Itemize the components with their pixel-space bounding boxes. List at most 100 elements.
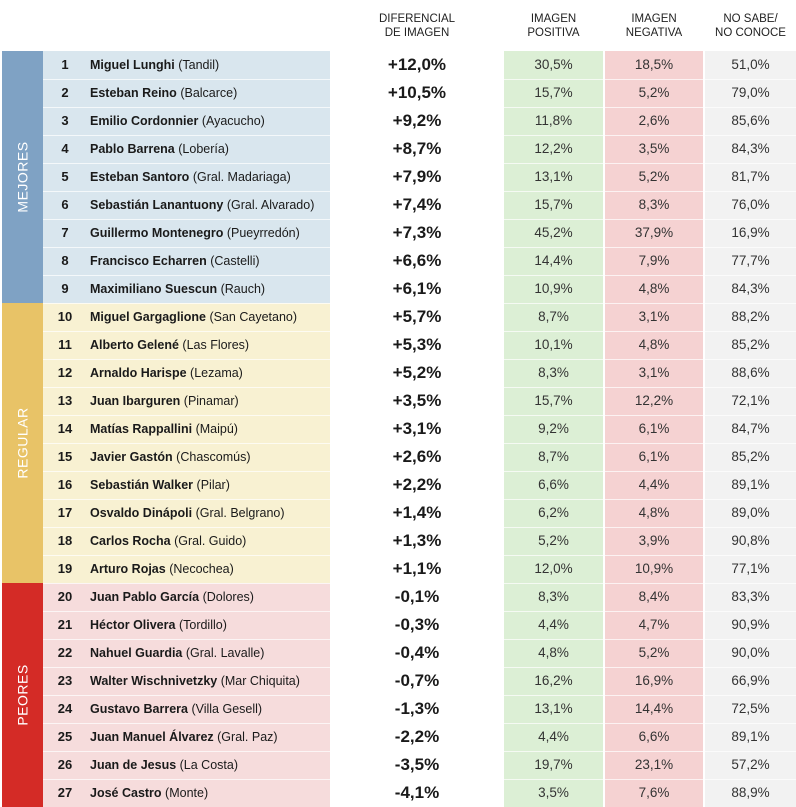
unknown-cell-background: [705, 611, 796, 639]
image-differential: +7,9%: [392, 167, 442, 186]
table-row: 13 Juan Ibarguren (Pinamar) +3,5% 15,7% 12,2…: [0, 387, 796, 415]
positive-image-value: 15,7%: [534, 393, 573, 408]
rank-number: 14: [57, 421, 73, 436]
unknown-value: 77,7%: [731, 253, 770, 268]
negative-image-value: 4,8%: [638, 505, 670, 520]
candidate-name: Guillermo Montenegro (Pueyrredón): [90, 219, 330, 247]
negative-image-value: 18,5%: [634, 57, 674, 72]
candidate-municipality: (Castelli): [210, 254, 260, 268]
table-row: 2 Esteban Reino (Balcarce) +10,5% 15,7% 5,2%…: [0, 79, 796, 107]
candidate-municipality: (La Costa): [179, 758, 238, 772]
positive-image-value: 8,7%: [538, 449, 569, 464]
negative-cell-background: [605, 387, 703, 415]
candidate-name: Maximiliano Suescun (Rauch): [90, 275, 330, 303]
table-row: 24 Gustavo Barrera (Villa Gesell) -1,3% 13,…: [0, 695, 796, 723]
rank-number: 3: [61, 113, 69, 128]
negative-cell-background: [605, 79, 703, 107]
unknown-cell-background: [705, 79, 796, 107]
table-row: 14 Matías Rappallini (Maipú) +3,1% 9,2% 6,1%…: [0, 415, 796, 443]
positive-cell-background: [504, 359, 603, 387]
image-differential: +12,0%: [387, 55, 447, 74]
unknown-cell-background: [705, 247, 796, 275]
header-nosabe-line1: NO SABE/: [723, 13, 778, 25]
rank-number: 4: [61, 141, 69, 156]
unknown-cell-background: [705, 695, 796, 723]
row-name-background: [43, 611, 330, 639]
negative-cell-background: [605, 275, 703, 303]
unknown-cell-background: [705, 471, 796, 499]
row-name-background: [43, 51, 330, 79]
candidate-full-name: Esteban Santoro: [90, 170, 190, 184]
unknown-value: 81,7%: [731, 169, 770, 184]
group-band-peores: [2, 583, 43, 807]
rank-number: 19: [57, 561, 73, 576]
table-row: 3 Emilio Cordonnier (Ayacucho) +9,2% 11,8% 2…: [0, 107, 796, 135]
image-differential: +2,6%: [392, 447, 442, 466]
row-name-background: [43, 695, 330, 723]
unknown-cell-background: [705, 583, 796, 611]
header-positiva-line1: IMAGEN: [530, 13, 577, 25]
table-row: 11 Alberto Gelené (Las Flores) +5,3% 10,1% 4…: [0, 331, 796, 359]
candidate-name: Miguel Lunghi (Tandil): [90, 51, 330, 79]
image-differential: -0,4%: [394, 643, 440, 662]
row-divider: [43, 527, 796, 528]
positive-cell-background: [504, 303, 603, 331]
row-name-background: [43, 639, 330, 667]
rank-number: 2: [61, 85, 69, 100]
row-divider: [43, 667, 796, 668]
row-divider: [43, 611, 796, 612]
candidate-name: Nahuel Guardia (Gral. Lavalle): [90, 639, 330, 667]
row-divider: [43, 751, 796, 752]
negative-image-value: 6,6%: [638, 729, 670, 744]
row-divider: [43, 107, 796, 108]
row-name-background: [43, 135, 330, 163]
candidate-municipality: (Monte): [165, 786, 209, 800]
row-divider: [43, 135, 796, 136]
unknown-value: 51,0%: [731, 57, 770, 72]
row-name-background: [43, 163, 330, 191]
rank-number: 7: [61, 225, 69, 240]
row-divider: [43, 555, 796, 556]
image-differential: +7,3%: [392, 223, 442, 242]
row-name-background: [43, 359, 330, 387]
row-divider: [43, 443, 796, 444]
positive-cell-background: [504, 499, 603, 527]
image-differential: +1,3%: [392, 531, 442, 550]
header-imagen-positiva: IMAGEN POSITIVA: [504, 12, 603, 44]
candidate-name: José Castro (Monte): [90, 779, 330, 807]
image-differential: -0,7%: [394, 671, 440, 690]
negative-image-value: 4,8%: [638, 337, 670, 352]
candidate-full-name: Maximiliano Suescun: [90, 282, 218, 296]
unknown-value: 16,9%: [731, 225, 770, 240]
candidate-name: Javier Gastón (Chascomús): [90, 443, 330, 471]
table-row: 12 Arnaldo Harispe (Lezama) +5,2% 8,3% 3,1% 8…: [0, 359, 796, 387]
candidate-municipality: (Pinamar): [183, 394, 239, 408]
candidate-municipality: (Gral. Lavalle): [185, 646, 265, 660]
candidate-name: Juan de Jesus (La Costa): [90, 751, 330, 779]
unknown-value: 72,5%: [731, 701, 770, 716]
table-row: 9 Maximiliano Suescun (Rauch) +6,1% 10,9% 4,…: [0, 275, 796, 303]
unknown-value: 88,2%: [731, 309, 770, 324]
negative-image-value: 23,1%: [634, 757, 674, 772]
rank-number: 12: [57, 365, 73, 380]
row-name-background: [43, 303, 330, 331]
unknown-cell-background: [705, 331, 796, 359]
negative-cell-background: [605, 611, 703, 639]
image-differential: +7,4%: [392, 195, 442, 214]
header-nosabe-line2: NO CONOCE: [715, 27, 786, 39]
positive-image-value: 8,7%: [538, 309, 569, 324]
row-name-background: [43, 499, 330, 527]
rank-number: 6: [61, 197, 69, 212]
positive-cell-background: [504, 583, 603, 611]
row-name-background: [43, 191, 330, 219]
candidate-municipality: (Gral. Alvarado): [226, 198, 315, 212]
positive-image-value: 30,5%: [534, 57, 573, 72]
candidate-full-name: Javier Gastón: [90, 450, 173, 464]
positive-cell-background: [504, 219, 603, 247]
negative-image-value: 12,2%: [634, 393, 674, 408]
negative-image-value: 7,9%: [638, 253, 670, 268]
table-row: 26 Juan de Jesus (La Costa) -3,5% 19,7% 23,1…: [0, 751, 796, 779]
header-positiva-line2: POSITIVA: [527, 27, 580, 39]
candidate-municipality: (Villa Gesell): [191, 702, 263, 716]
